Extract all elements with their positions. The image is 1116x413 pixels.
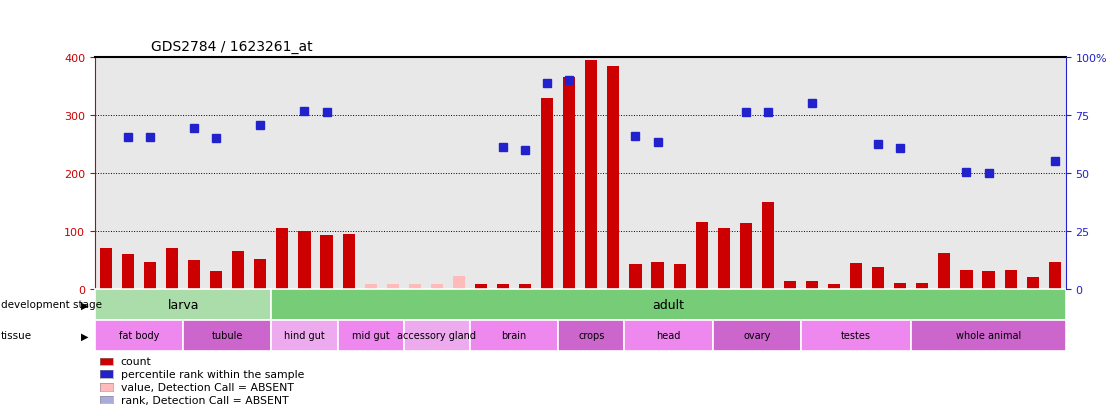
Text: crops: crops bbox=[578, 330, 605, 341]
Bar bbox=[475, 285, 487, 289]
Bar bbox=[189, 261, 200, 289]
Text: mid gut: mid gut bbox=[352, 330, 389, 341]
Bar bbox=[585, 61, 597, 289]
Text: ▶: ▶ bbox=[81, 330, 89, 341]
Bar bbox=[95, 320, 183, 351]
Bar bbox=[541, 98, 554, 289]
Bar bbox=[939, 253, 951, 289]
Text: whole animal: whole animal bbox=[956, 330, 1021, 341]
Text: accessory gland: accessory gland bbox=[397, 330, 477, 341]
Bar bbox=[431, 285, 443, 289]
Bar bbox=[912, 320, 1066, 351]
Bar bbox=[271, 320, 337, 351]
Bar bbox=[404, 320, 470, 351]
Bar bbox=[232, 252, 244, 289]
Bar bbox=[470, 320, 558, 351]
Bar bbox=[872, 268, 884, 289]
Bar bbox=[806, 281, 818, 289]
Bar bbox=[95, 289, 271, 320]
Bar bbox=[916, 283, 929, 289]
Text: larva: larva bbox=[167, 298, 199, 311]
Bar bbox=[828, 285, 840, 289]
Bar bbox=[558, 320, 625, 351]
Bar bbox=[122, 254, 134, 289]
Bar bbox=[801, 320, 912, 351]
Bar bbox=[166, 249, 179, 289]
Bar bbox=[408, 285, 421, 289]
Bar bbox=[386, 285, 398, 289]
Bar bbox=[695, 223, 708, 289]
Bar bbox=[277, 228, 289, 289]
Bar bbox=[183, 320, 271, 351]
Bar bbox=[144, 262, 156, 289]
Bar bbox=[652, 262, 664, 289]
Bar bbox=[254, 259, 267, 289]
Bar bbox=[629, 264, 642, 289]
Bar bbox=[740, 224, 752, 289]
Text: tubule: tubule bbox=[212, 330, 243, 341]
Bar bbox=[1027, 278, 1039, 289]
Bar bbox=[519, 285, 531, 289]
Text: ▶: ▶ bbox=[81, 299, 89, 310]
Text: rank, Detection Call = ABSENT: rank, Detection Call = ABSENT bbox=[121, 395, 288, 405]
Bar bbox=[625, 320, 713, 351]
Text: GDS2784 / 1623261_at: GDS2784 / 1623261_at bbox=[151, 40, 312, 54]
Bar bbox=[564, 78, 576, 289]
Bar bbox=[718, 228, 730, 289]
Bar bbox=[298, 231, 310, 289]
Bar bbox=[99, 249, 112, 289]
Bar bbox=[894, 283, 906, 289]
Bar bbox=[961, 271, 972, 289]
Bar bbox=[762, 202, 775, 289]
Bar bbox=[982, 272, 994, 289]
Bar bbox=[210, 272, 222, 289]
Text: adult: adult bbox=[653, 298, 684, 311]
Text: testes: testes bbox=[841, 330, 872, 341]
Bar bbox=[338, 320, 404, 351]
Bar bbox=[365, 285, 377, 289]
Bar bbox=[453, 276, 465, 289]
Bar bbox=[783, 281, 796, 289]
Text: development stage: development stage bbox=[1, 299, 103, 310]
Bar bbox=[1004, 271, 1017, 289]
Text: tissue: tissue bbox=[1, 330, 32, 341]
Bar bbox=[607, 66, 619, 289]
Text: ovary: ovary bbox=[743, 330, 770, 341]
Text: head: head bbox=[656, 330, 681, 341]
Text: value, Detection Call = ABSENT: value, Detection Call = ABSENT bbox=[121, 382, 294, 392]
Bar bbox=[320, 235, 333, 289]
Text: hind gut: hind gut bbox=[285, 330, 325, 341]
Bar bbox=[850, 263, 863, 289]
Bar bbox=[343, 234, 355, 289]
Text: percentile rank within the sample: percentile rank within the sample bbox=[121, 369, 304, 379]
Text: brain: brain bbox=[501, 330, 527, 341]
Text: count: count bbox=[121, 356, 152, 366]
Bar bbox=[497, 285, 509, 289]
Bar bbox=[271, 289, 1066, 320]
Bar bbox=[1049, 262, 1061, 289]
Bar bbox=[713, 320, 801, 351]
Text: fat body: fat body bbox=[118, 330, 160, 341]
Bar bbox=[674, 264, 685, 289]
